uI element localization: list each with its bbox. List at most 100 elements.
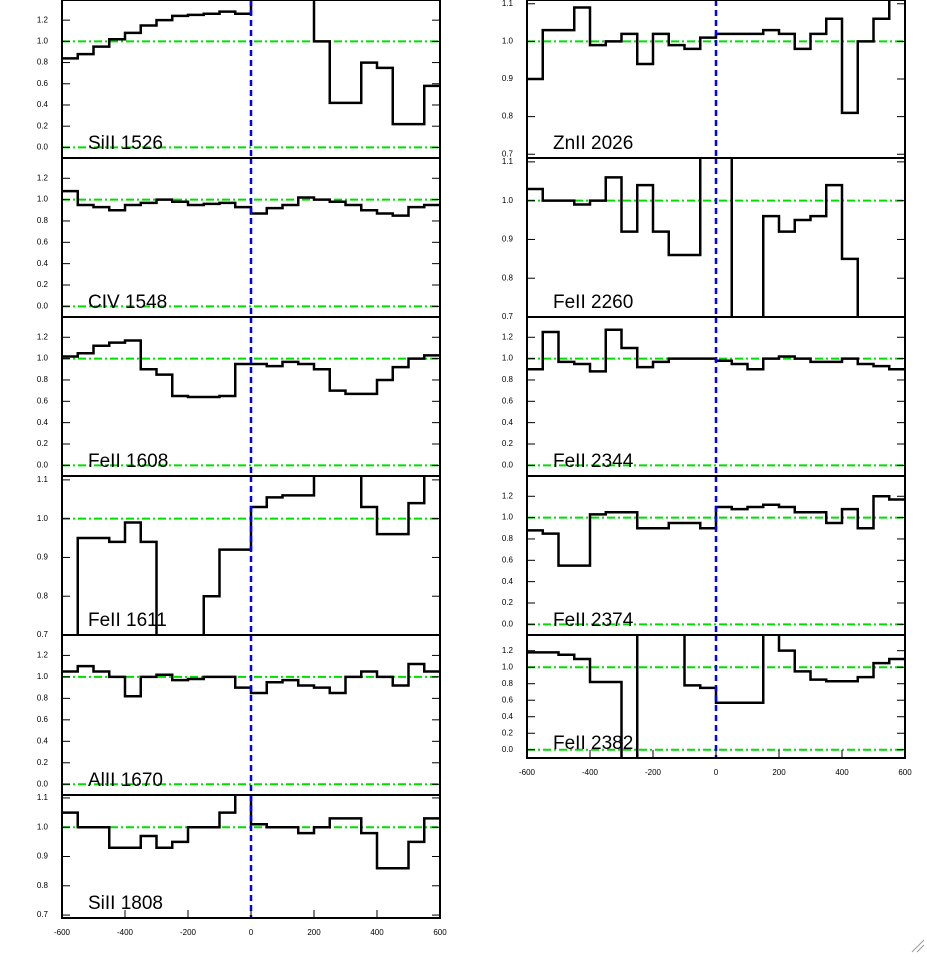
x-tick-label: -400 [582,768,599,777]
line-label: FeII 2374 [553,610,634,631]
y-tick-label: 1.2 [37,332,49,341]
y-tick-label: 0.9 [502,74,514,83]
y-tick-label: 1.0 [502,196,514,205]
y-tick-label: 1.0 [37,822,49,831]
y-tick-label: 0.6 [37,715,49,724]
y-tick-label: 0.2 [502,598,514,607]
y-tick-label: 1.0 [502,36,514,45]
line-label: ZnII 2026 [553,133,633,154]
y-tick-label: 0.9 [502,235,514,244]
line-label: FeII 2260 [553,292,633,313]
y-tick-label: 0.8 [502,273,514,282]
y-tick-label: 0.8 [502,534,514,543]
panel: 0.7 0.8 0.9 1.0 1.1 ZnII 2026 [502,0,906,159]
y-tick-label: 1.1 [37,475,49,484]
x-tick-label: 600 [898,768,912,777]
spectrum-line [62,662,440,698]
panel: 0.7 0.8 0.9 1.0 1.1 -600 -400 -200 0 200 400 600 SiI… [37,793,447,937]
y-tick-label: 1.0 [37,36,49,45]
y-tick-label: 0.4 [37,100,49,109]
line-label: AlII 1670 [88,770,163,791]
y-tick-label: 0.8 [502,112,514,121]
panel: 0.0 0.2 0.4 0.6 0.8 1.0 1.2 FeII 2344 [502,316,906,477]
resize-grip [911,939,925,953]
x-tick-label: -600 [54,928,71,937]
spectrum-line [62,0,440,126]
x-tick-label: 0 [249,928,254,937]
panel: 0.0 0.2 0.4 0.6 0.8 1.0 1.2 FeII 2374 [502,475,906,636]
x-tick-label: 0 [714,768,719,777]
y-tick-label: 0.8 [37,591,49,600]
y-tick-label: 0.6 [37,396,49,405]
x-tick-label: -600 [519,768,536,777]
y-tick-label: 0.0 [37,301,49,310]
y-tick-label: 1.0 [37,354,49,363]
y-tick-label: 0.2 [37,280,49,289]
y-tick-label: 0.6 [502,396,514,405]
line-label: SiII 1808 [88,893,163,914]
y-tick-label: 0.0 [37,779,49,788]
y-tick-label: 1.2 [37,651,49,660]
y-tick-label: 0.7 [502,312,514,321]
y-tick-label: 0.4 [502,577,514,586]
y-tick-label: 0.8 [37,58,49,67]
x-tick-label: 200 [772,768,786,777]
y-tick-label: 0.2 [502,439,514,448]
y-tick-label: 1.1 [502,0,514,8]
y-tick-label: 0.4 [37,259,49,268]
y-tick-label: 1.1 [502,157,514,166]
x-tick-label: 400 [835,768,849,777]
y-tick-label: 0.6 [502,555,514,564]
spectrum-line [527,158,859,317]
y-tick-label: 0.8 [37,375,49,384]
y-tick-label: 0.2 [502,728,514,737]
spectrum-line [62,339,440,399]
line-label: FeII 2382 [553,733,633,754]
y-tick-label: 1.0 [37,672,49,681]
panel: 0.0 0.2 0.4 0.6 0.8 1.0 1.2 FeII 1608 [37,316,441,477]
line-label: FeII 1608 [88,451,168,472]
y-tick-label: 0.4 [37,418,49,427]
line-label: CIV 1548 [88,292,167,313]
y-tick-label: 0.8 [37,216,49,225]
y-tick-label: 0.8 [502,375,514,384]
x-tick-label: -200 [645,768,662,777]
y-tick-label: 0.7 [37,630,49,639]
y-tick-label: 0.9 [37,852,49,861]
line-label: FeII 2344 [553,451,634,472]
spectrum-line [62,795,440,870]
y-tick-label: 1.2 [502,332,514,341]
y-tick-label: 1.0 [502,513,514,522]
panel: 0.0 0.2 0.4 0.6 0.8 1.0 1.2 SiII 1526 [37,0,441,159]
y-tick-label: 0.0 [502,460,514,469]
y-tick-label: 1.1 [37,793,49,802]
y-tick-label: 0.9 [37,553,49,562]
y-tick-label: 0.0 [37,460,49,469]
y-tick-label: 0.7 [502,149,514,158]
y-tick-label: 0.2 [37,758,49,767]
x-tick-label: 400 [370,928,384,937]
y-tick-label: 0.0 [502,619,514,628]
y-tick-label: 0.6 [502,695,514,704]
y-tick-label: 1.0 [37,514,49,523]
panel: 0.0 0.2 0.4 0.6 0.8 1.0 1.2 -600 -400 -200 0 200 400… [502,634,912,777]
spectrum-line [527,0,891,115]
y-tick-label: 1.2 [502,491,514,500]
y-tick-label: 0.4 [502,712,514,721]
y-tick-label: 1.2 [37,15,49,24]
y-tick-label: 0.4 [502,418,514,427]
line-label: FeII 1611 [88,610,167,631]
x-tick-label: -400 [117,928,134,937]
y-tick-label: 1.0 [502,354,514,363]
y-tick-label: 0.6 [37,237,49,246]
panel: 0.0 0.2 0.4 0.6 0.8 1.0 1.2 CIV 1548 [37,157,441,318]
panel: 0.7 0.8 0.9 1.0 1.1 FeII 2260 [502,157,906,321]
y-tick-label: 1.0 [502,662,514,671]
y-tick-label: 0.8 [37,693,49,702]
x-tick-label: 600 [433,928,447,937]
y-tick-label: 0.0 [502,745,514,754]
panel: 0.7 0.8 0.9 1.0 1.1 FeII 1611 [37,475,441,639]
y-tick-label: 0.6 [37,79,49,88]
y-tick-label: 0.0 [37,143,49,152]
